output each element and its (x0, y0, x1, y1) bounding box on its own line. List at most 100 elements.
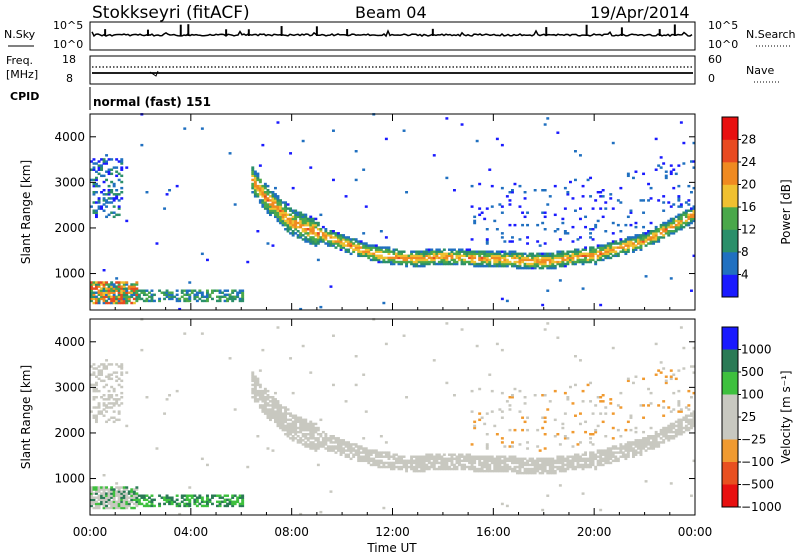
velocity-echo-cell (105, 506, 109, 510)
velocity-echo-cell (125, 502, 129, 506)
velocity-echo-cell (526, 469, 530, 473)
velocity-echo-cell (561, 457, 565, 461)
power-echo-cell (107, 197, 111, 200)
velocity-echo-cell (261, 410, 265, 413)
power-echo-cell (490, 205, 494, 208)
velocity-echo-cell (92, 406, 96, 409)
power-echo-cell (500, 264, 504, 268)
power-echo-cell (677, 195, 681, 198)
power-echo-cell (642, 225, 646, 229)
velocity-echo-cell (679, 420, 683, 424)
power-echo-cell (543, 123, 547, 126)
velocity-echo-cell (198, 494, 202, 497)
velocity-echo-cell (480, 467, 484, 471)
power-echo-cell (110, 283, 114, 286)
power-echo-cell (95, 283, 98, 286)
velocity-echo-cell (442, 459, 446, 463)
power-echo-cell (110, 211, 114, 214)
velocity-echo-cell (498, 461, 502, 465)
power-echo-cell (110, 285, 114, 288)
power-echo-cell (614, 240, 618, 243)
velocity-echo-cell (566, 398, 570, 401)
power-echo-cell (445, 254, 449, 258)
velocity-echo-cell (543, 420, 547, 424)
power-echo-cell (299, 219, 303, 223)
colorbar-swatch (722, 162, 738, 185)
velocity-echo-cell (478, 387, 482, 391)
power-echo-cell (478, 256, 482, 260)
velocity-echo-cell (107, 506, 111, 510)
velocity-echo-cell (599, 451, 603, 454)
velocity-echo-cell (198, 496, 202, 499)
power-echo-cell (463, 260, 467, 264)
power-echo-cell (150, 295, 154, 299)
velocity-echo-cell (405, 459, 409, 463)
power-echo-cell (168, 297, 172, 301)
velocity-echo-cell (541, 461, 545, 465)
velocity-echo-cell (531, 471, 535, 475)
power-echo-cell (228, 295, 232, 299)
velocity-echo-cell (478, 455, 482, 458)
power-echo-cell (102, 162, 106, 165)
power-echo-cell (692, 141, 696, 145)
velocity-echo-cell (654, 433, 658, 436)
power-echo-cell (591, 250, 595, 253)
velocity-echo-cell (284, 426, 288, 430)
power-echo-cell (102, 285, 106, 288)
velocity-echo-cell (561, 463, 565, 467)
velocity-echo-cell (437, 455, 441, 458)
velocity-echo-cell (669, 375, 673, 378)
velocity-echo-cell (125, 488, 129, 491)
power-echo-cell (458, 256, 461, 260)
velocity-echo-cell (316, 443, 320, 446)
power-echo-cell (334, 234, 338, 237)
power-echo-cell (619, 240, 623, 243)
power-echo-cell (538, 262, 542, 266)
velocity-echo-cell (533, 463, 537, 467)
power-echo-cell (90, 168, 93, 171)
power-echo-cell (516, 256, 519, 260)
power-echo-cell (546, 117, 550, 120)
power-echo-cell (659, 236, 663, 239)
power-echo-cell (309, 219, 313, 223)
velocity-echo-cell (523, 402, 527, 405)
power-echo-cell (453, 248, 456, 251)
power-echo-cell (478, 252, 482, 256)
power-echo-cell (548, 252, 552, 256)
velocity-echo-cell (226, 504, 230, 508)
velocity-echo-cell (614, 455, 618, 458)
velocity-echo-cell (654, 445, 658, 448)
power-echo-cell (291, 230, 295, 233)
power-echo-cell (130, 283, 134, 286)
power-echo-cell (359, 254, 363, 258)
velocity-echo-cell (90, 383, 93, 387)
velocity-echo-cell (619, 443, 623, 446)
power-echo-cell (687, 217, 691, 221)
power-echo-cell (95, 184, 98, 188)
power-echo-cell (148, 291, 151, 294)
power-echo-cell (324, 242, 328, 245)
velocity-echo-cell (92, 389, 96, 393)
power-echo-cell (269, 205, 272, 208)
power-echo-cell (372, 252, 376, 256)
power-echo-cell (115, 166, 119, 169)
power-echo-cell (236, 291, 240, 294)
velocity-echo-cell (304, 433, 308, 436)
power-echo-cell (112, 211, 116, 214)
power-echo-cell (92, 184, 96, 188)
velocity-echo-cell (110, 496, 114, 499)
velocity-echo-cell (480, 461, 484, 465)
velocity-echo-cell (490, 389, 494, 393)
power-echo-cell (508, 254, 512, 258)
velocity-echo-cell (548, 400, 552, 403)
power-echo-cell (332, 236, 335, 239)
power-echo-cell (473, 221, 477, 225)
power-echo-cell (508, 252, 512, 256)
velocity-echo-cell (92, 502, 96, 506)
power-echo-cell (430, 250, 434, 253)
velocity-echo-cell (619, 455, 623, 458)
velocity-echo-cell (606, 453, 610, 456)
velocity-echo-cell (173, 500, 177, 504)
power-echo-cell (523, 197, 527, 200)
velocity-echo-cell (107, 494, 111, 497)
